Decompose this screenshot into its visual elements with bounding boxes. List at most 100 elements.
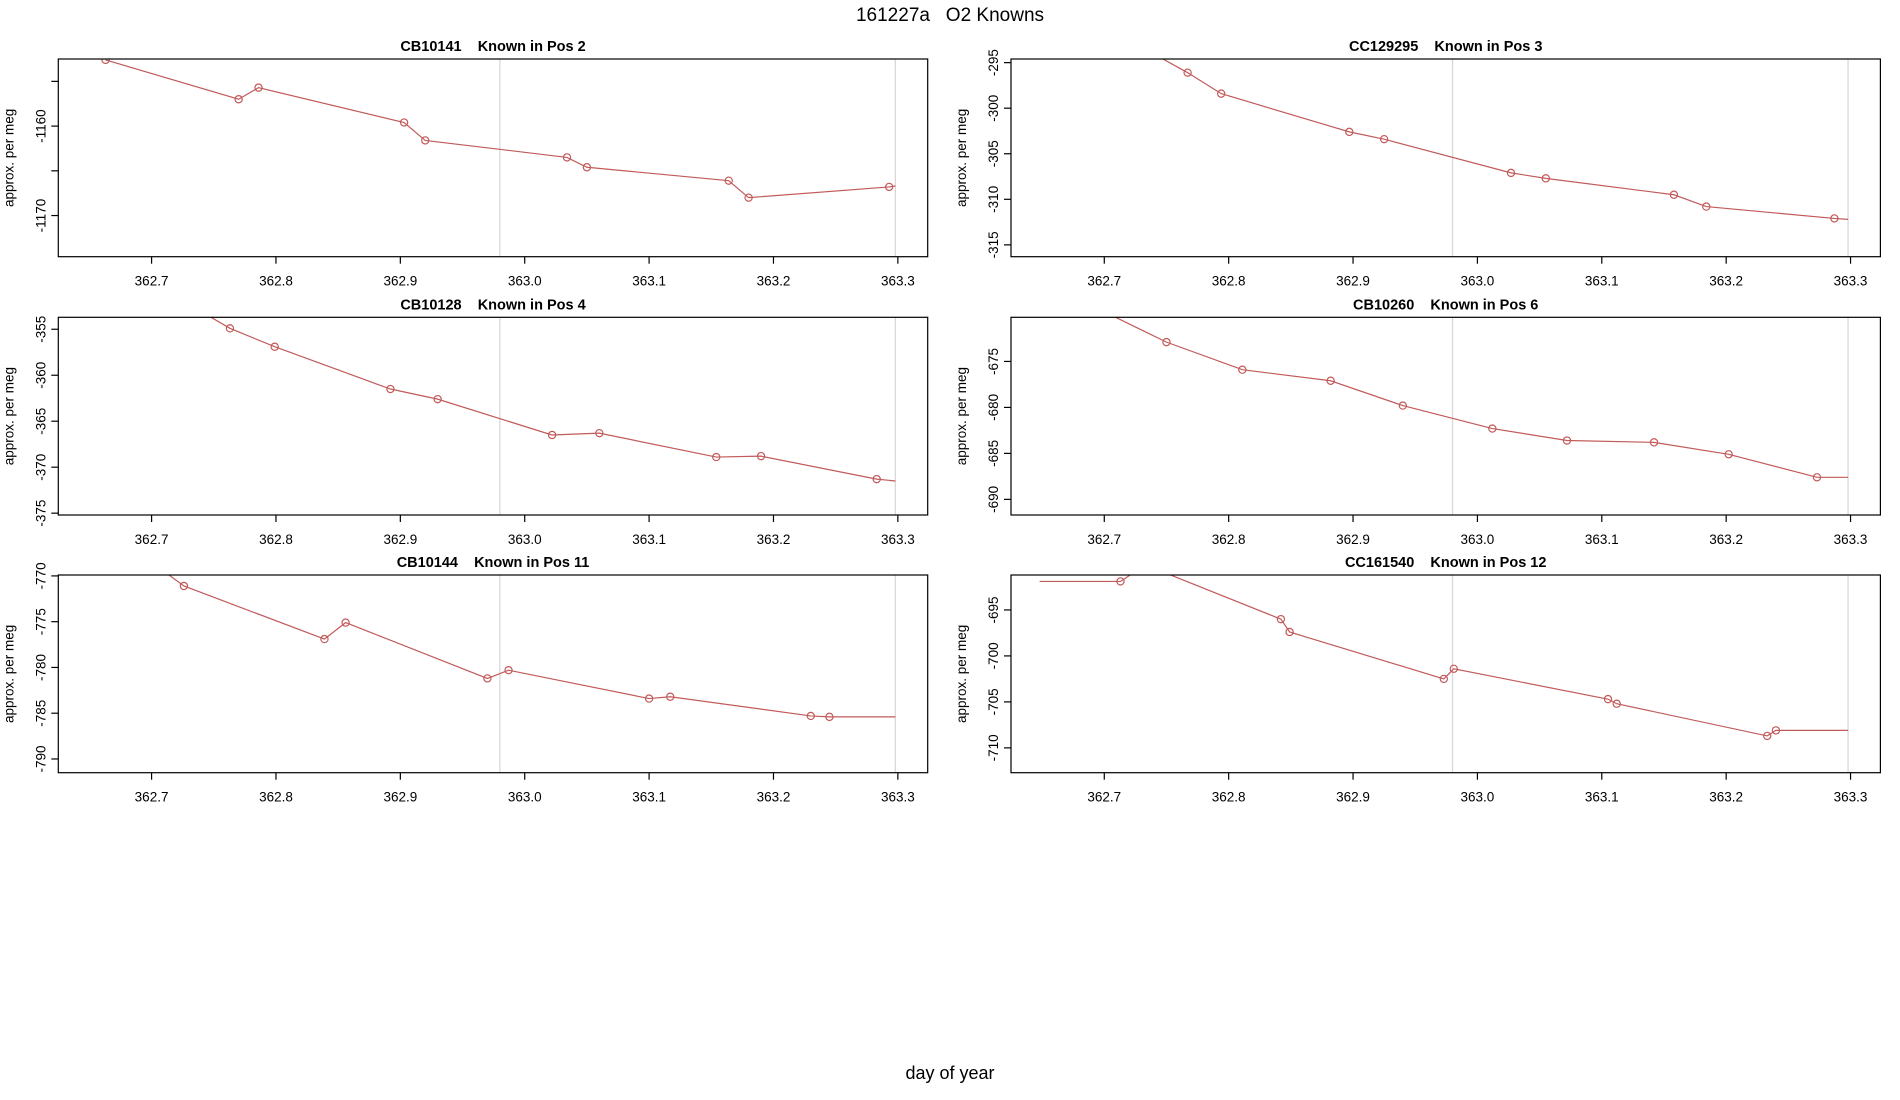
- series-CB10260: [1114, 317, 1849, 482]
- data-point-marker: [386, 384, 395, 394]
- data-point-marker: [712, 452, 721, 462]
- data-point-marker: [644, 694, 654, 703]
- x-tick-label: 363.3: [1834, 532, 1868, 547]
- data-point-marker: [666, 692, 675, 701]
- y-tick-label: -1170: [33, 199, 48, 233]
- panel-CB10128: 362.7 362.8 362.9 363.0 363.1 363.2 363.3 -355 -…: [1, 297, 929, 547]
- data-point-marker: [1326, 376, 1335, 385]
- x-tick-label: 362.9: [383, 274, 417, 289]
- data-point-marker: [1116, 577, 1125, 586]
- data-point-marker: [1285, 627, 1294, 637]
- data-point-marker: [1812, 473, 1822, 482]
- x-tick-label: 363.1: [1585, 532, 1619, 547]
- x-tick-label: 363.3: [1834, 790, 1868, 805]
- y-tick-label: -680: [986, 394, 1001, 421]
- series-line: [209, 317, 896, 482]
- x-tick-label: 362.9: [383, 790, 417, 805]
- x-axis-label: day of year: [905, 1063, 995, 1083]
- data-point-marker: [1398, 401, 1407, 410]
- y-tick-label: -360: [33, 362, 48, 389]
- x-tick-label: 363.0: [508, 790, 542, 805]
- y-tick-label: -790: [33, 745, 48, 772]
- x-tick-label: 362.8: [259, 790, 293, 805]
- x-tick-label: 362.7: [1087, 274, 1121, 289]
- series-CB10144: [167, 575, 896, 722]
- x-tick-label: 362.9: [383, 532, 417, 547]
- y-tick-label: -310: [986, 186, 1001, 213]
- y-tick-label: -355: [33, 316, 48, 343]
- panel-title: CB10144 Known in Pos 11: [397, 555, 590, 571]
- panel-title: CC161540 Known in Pos 12: [1345, 555, 1546, 571]
- data-point-marker: [547, 430, 557, 440]
- series-CC161540: [1039, 575, 1849, 741]
- y-tick-label: -710: [986, 734, 1001, 761]
- data-point-marker: [1439, 674, 1449, 684]
- y-axis-label: approx. per meg: [1, 367, 16, 465]
- y-tick-label: -375: [33, 500, 48, 527]
- x-tick-label: 363.0: [1461, 532, 1495, 547]
- x-tick-label: 363.1: [632, 790, 666, 805]
- y-tick-label: -300: [986, 95, 1001, 122]
- data-point-marker: [101, 59, 110, 65]
- y-axis-label: approx. per meg: [1, 625, 16, 723]
- panel-CB10260: 362.7 362.8 362.9 363.0 363.1 363.2 363.3 -675 -…: [954, 297, 1882, 547]
- data-point-marker: [1771, 726, 1781, 735]
- x-tick-label: 362.9: [1336, 532, 1370, 547]
- data-point-marker: [1183, 68, 1192, 77]
- y-tick-label: -315: [986, 231, 1001, 258]
- data-point-marker: [234, 95, 243, 104]
- data-point-marker: [806, 711, 815, 721]
- y-tick-label: -780: [33, 654, 48, 681]
- x-tick-label: 363.1: [632, 532, 666, 547]
- x-tick-label: 362.7: [1087, 790, 1121, 805]
- chart-main-title: 161227a O2 Knowns: [855, 5, 1045, 26]
- plot-box: [1010, 574, 1882, 774]
- data-point-marker: [1763, 731, 1772, 741]
- x-tick-label: 363.1: [1585, 274, 1619, 289]
- x-tick-label: 363.3: [881, 532, 915, 547]
- data-point-marker: [421, 136, 430, 145]
- data-point-marker: [744, 193, 753, 202]
- series-CC129295: [1161, 59, 1849, 223]
- series-CB10128: [209, 317, 896, 484]
- y-axis-label: approx. per meg: [954, 625, 969, 723]
- data-point-marker: [884, 182, 894, 192]
- plot-box: [57, 58, 929, 258]
- data-point-marker: [1603, 694, 1613, 704]
- y-axis-label: approx. per meg: [954, 109, 969, 207]
- y-tick-label: -690: [986, 486, 1001, 513]
- x-tick-label: 362.8: [1212, 790, 1246, 805]
- data-point-marker: [399, 118, 409, 127]
- y-tick-label: -295: [986, 49, 1001, 76]
- data-point-marker: [1345, 127, 1354, 137]
- y-tick-label: -770: [33, 562, 48, 589]
- x-tick-label: 362.8: [1212, 274, 1246, 289]
- x-tick-label: 363.1: [1585, 790, 1619, 805]
- x-tick-label: 363.0: [1461, 790, 1495, 805]
- x-tick-label: 363.2: [757, 790, 791, 805]
- y-tick-label: -775: [33, 608, 48, 635]
- x-tick-label: 363.2: [1709, 790, 1743, 805]
- data-point-marker: [320, 634, 329, 644]
- x-tick-label: 362.7: [135, 274, 169, 289]
- data-point-marker: [1162, 337, 1171, 347]
- panel-title: CB10128 Known in Pos 4: [400, 297, 585, 313]
- data-point-marker: [562, 153, 572, 162]
- plot-box: [1010, 58, 1882, 258]
- x-tick-label: 363.2: [1709, 532, 1743, 547]
- panel-title: CB10260 Known in Pos 6: [1353, 297, 1538, 313]
- series-line: [105, 59, 896, 199]
- plot-box: [57, 574, 929, 774]
- data-point-marker: [724, 176, 733, 185]
- data-point-marker: [825, 712, 834, 722]
- data-point-marker: [1702, 202, 1711, 211]
- data-point-marker: [179, 581, 189, 591]
- data-point-marker: [1488, 424, 1497, 433]
- y-axis-label: approx. per meg: [954, 367, 969, 465]
- x-tick-label: 362.7: [1087, 532, 1121, 547]
- x-tick-label: 363.0: [508, 274, 542, 289]
- data-point-marker: [1541, 174, 1551, 183]
- panel-CB10144: 362.7 362.8 362.9 363.0 363.1 363.2 363.3 -770 -…: [1, 555, 929, 805]
- y-tick-label: -1160: [33, 109, 48, 143]
- panel-CC161540: 362.7 362.8 362.9 363.0 363.1 363.2 363.3 -695 -…: [954, 555, 1882, 805]
